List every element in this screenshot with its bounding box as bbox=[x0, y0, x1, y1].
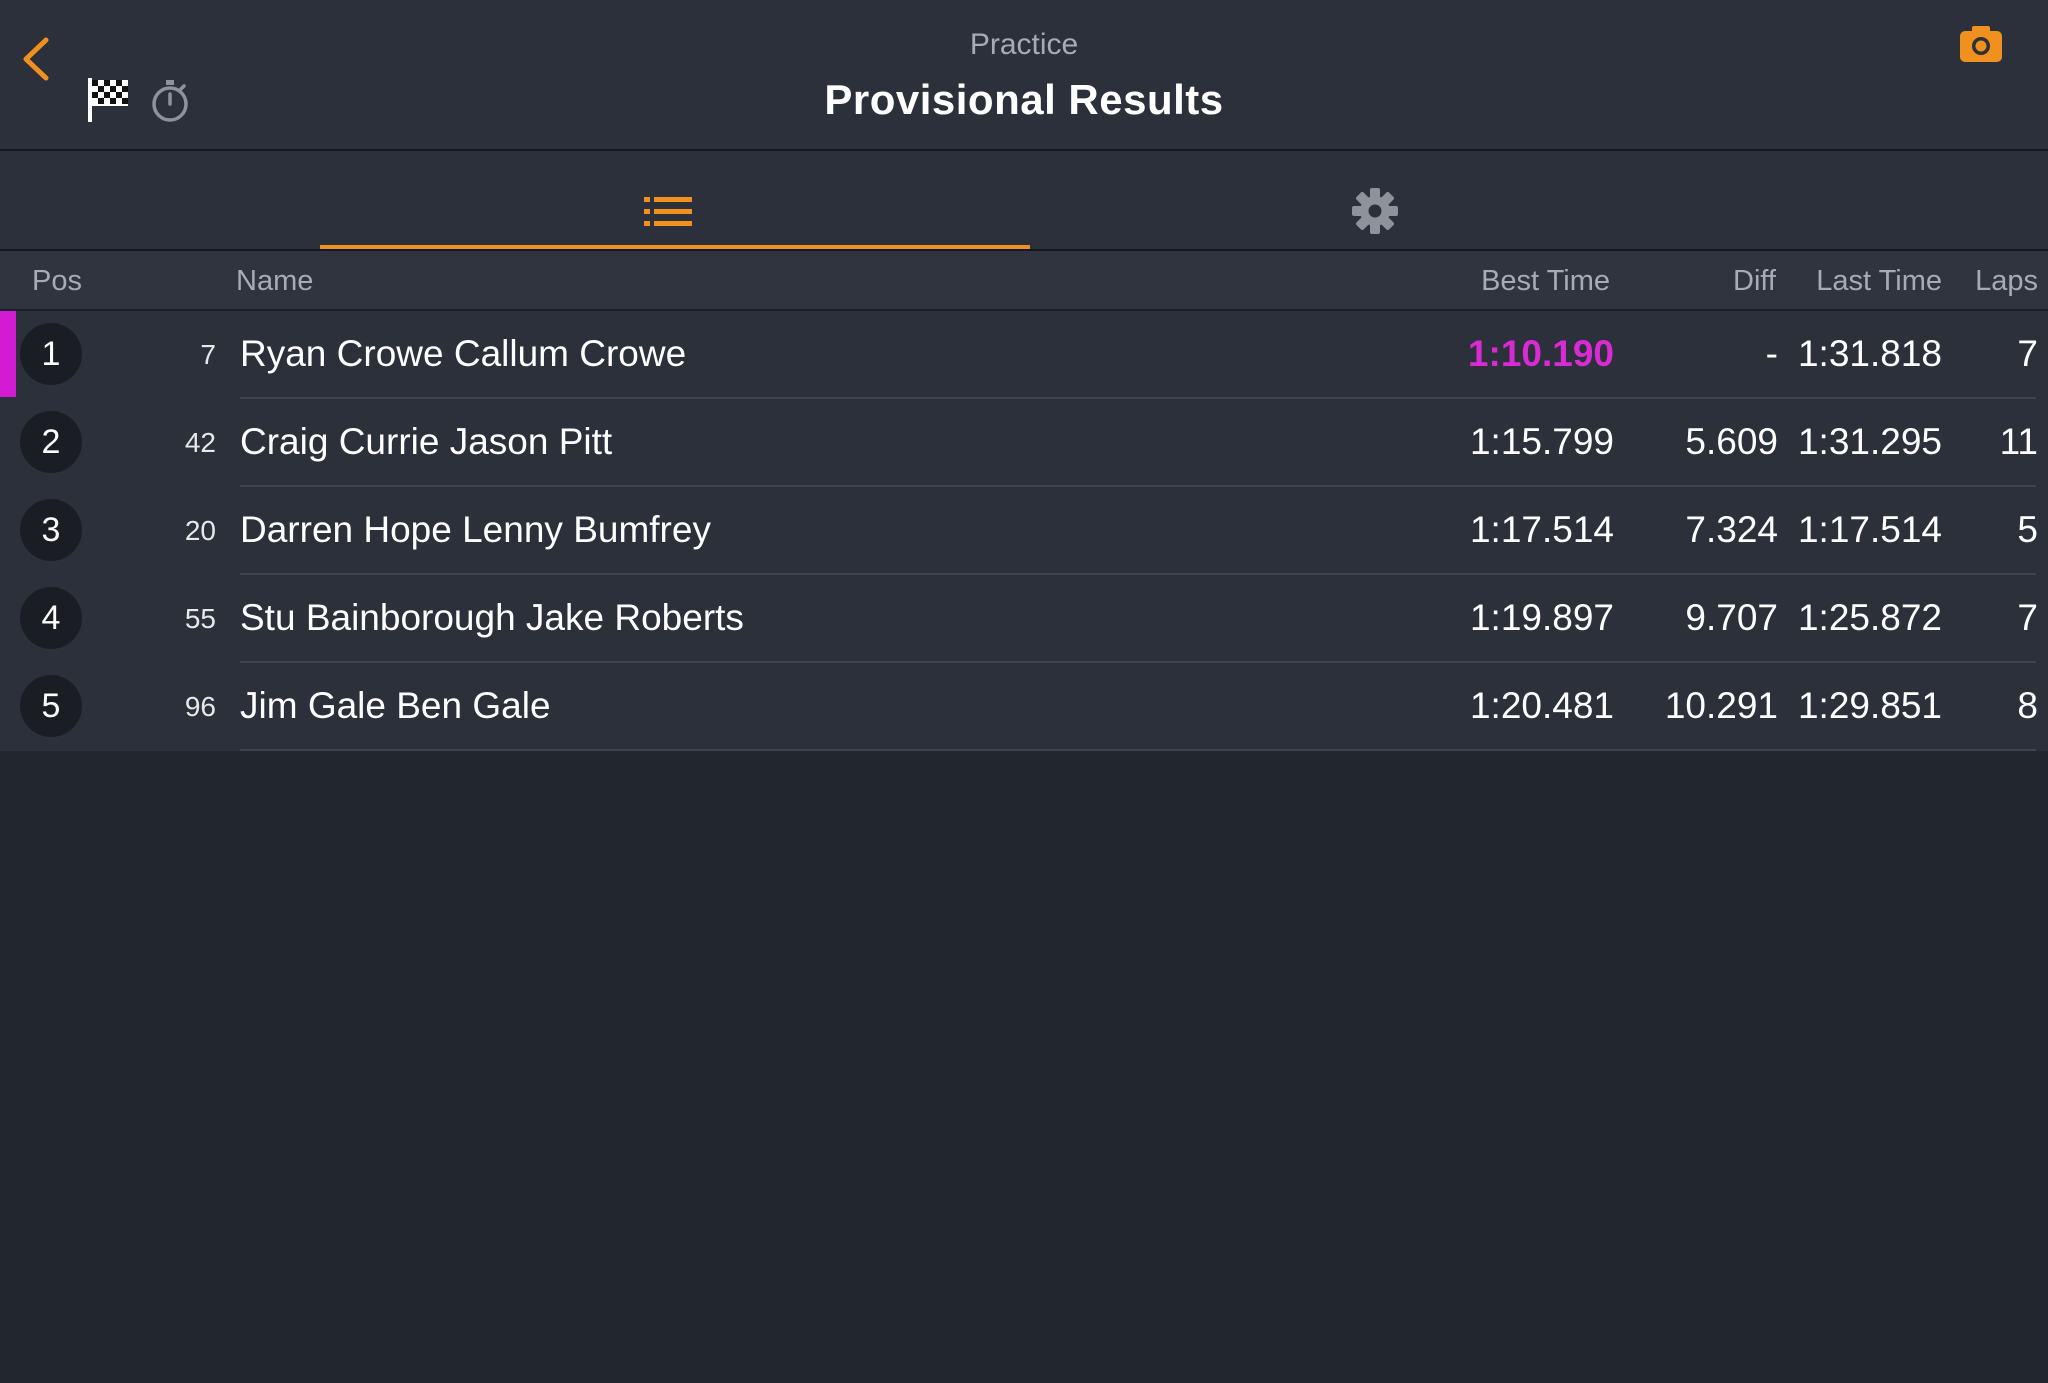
best-time: 1:10.190 bbox=[1467, 333, 1614, 374]
tab-settings[interactable] bbox=[1030, 151, 1720, 249]
list-icon bbox=[644, 197, 692, 226]
column-last-time: Last Time bbox=[1816, 265, 1942, 297]
best-time: 1:15.799 bbox=[1469, 421, 1614, 462]
checkered-flag-icon bbox=[86, 76, 132, 124]
back-chevron-icon bbox=[23, 37, 49, 81]
position-badge: 3 bbox=[20, 499, 82, 561]
car-number: 96 bbox=[184, 691, 216, 722]
session-subtitle: Practice bbox=[969, 28, 1079, 61]
last-time: 1:25.872 bbox=[1797, 597, 1942, 638]
diff-time: 7.324 bbox=[1685, 509, 1778, 550]
best-time: 1:20.481 bbox=[1469, 685, 1614, 726]
tab-bar bbox=[0, 151, 2048, 251]
lap-count: 11 bbox=[1999, 421, 2038, 462]
back-button[interactable] bbox=[14, 30, 62, 86]
table-row[interactable]: 2 42 Craig Currie Jason Pitt 1:15.799 5.… bbox=[0, 399, 2048, 487]
diff-time: 9.707 bbox=[1685, 597, 1778, 638]
position-badge: 4 bbox=[20, 587, 82, 649]
driver-names: Darren Hope Lenny Bumfrey bbox=[240, 509, 711, 550]
car-number: 20 bbox=[184, 515, 216, 546]
row-divider bbox=[240, 661, 2036, 663]
position-badge: 5 bbox=[20, 675, 82, 737]
gear-icon bbox=[1352, 188, 1398, 234]
table-row[interactable]: 3 20 Darren Hope Lenny Bumfrey 1:17.514 … bbox=[0, 487, 2048, 575]
last-time: 1:31.295 bbox=[1797, 421, 1942, 462]
lap-count: 7 bbox=[2017, 333, 2038, 374]
column-name: Name bbox=[236, 265, 314, 297]
results-table: 1 7 Ryan Crowe Callum Crowe 1:10.190 - 1… bbox=[0, 311, 2048, 751]
tab-results-list[interactable] bbox=[320, 151, 1030, 249]
driver-names: Craig Currie Jason Pitt bbox=[240, 421, 613, 462]
column-laps: Laps bbox=[1975, 265, 2038, 297]
car-number: 55 bbox=[184, 603, 216, 634]
column-best-time: Best Time bbox=[1481, 265, 1610, 297]
position-badge: 1 bbox=[20, 323, 82, 385]
diff-time: 5.609 bbox=[1685, 421, 1778, 462]
camera-button[interactable] bbox=[1958, 24, 2004, 64]
table-row[interactable]: 5 96 Jim Gale Ben Gale 1:20.481 10.291 1… bbox=[0, 663, 2048, 751]
table-row[interactable]: 1 7 Ryan Crowe Callum Crowe 1:10.190 - 1… bbox=[0, 311, 2048, 399]
position-badge: 2 bbox=[20, 411, 82, 473]
row-divider bbox=[240, 749, 2036, 751]
table-row[interactable]: 4 55 Stu Bainborough Jake Roberts 1:19.8… bbox=[0, 575, 2048, 663]
row-divider bbox=[240, 397, 2036, 399]
last-time: 1:17.514 bbox=[1797, 509, 1942, 550]
lap-count: 8 bbox=[2017, 685, 2038, 726]
diff-time: - bbox=[1765, 333, 1778, 374]
row-divider bbox=[240, 573, 2036, 575]
column-header: Pos Name Best Time Diff Last Time Laps bbox=[0, 251, 2048, 311]
lap-count: 5 bbox=[2017, 509, 2038, 550]
lap-count: 7 bbox=[2017, 597, 2038, 638]
page-title: Provisional Results bbox=[824, 76, 1224, 123]
row-divider bbox=[240, 485, 2036, 487]
stopwatch-icon bbox=[148, 78, 192, 124]
best-time: 1:19.897 bbox=[1469, 597, 1614, 638]
car-number: 42 bbox=[184, 427, 216, 458]
column-diff: Diff bbox=[1733, 265, 1776, 297]
driver-names: Jim Gale Ben Gale bbox=[240, 685, 551, 726]
car-number: 7 bbox=[200, 339, 216, 370]
best-time: 1:17.514 bbox=[1469, 509, 1614, 550]
last-time: 1:29.851 bbox=[1797, 685, 1942, 726]
diff-time: 10.291 bbox=[1664, 685, 1778, 726]
last-time: 1:31.818 bbox=[1797, 333, 1942, 374]
top-bar: Practice Provisional Results bbox=[0, 0, 2048, 151]
fastest-lap-marker bbox=[0, 311, 16, 397]
column-pos: Pos bbox=[32, 265, 82, 297]
driver-names: Stu Bainborough Jake Roberts bbox=[240, 597, 744, 638]
active-tab-indicator bbox=[320, 245, 1030, 249]
camera-icon bbox=[1960, 26, 2002, 62]
driver-names: Ryan Crowe Callum Crowe bbox=[240, 333, 687, 374]
